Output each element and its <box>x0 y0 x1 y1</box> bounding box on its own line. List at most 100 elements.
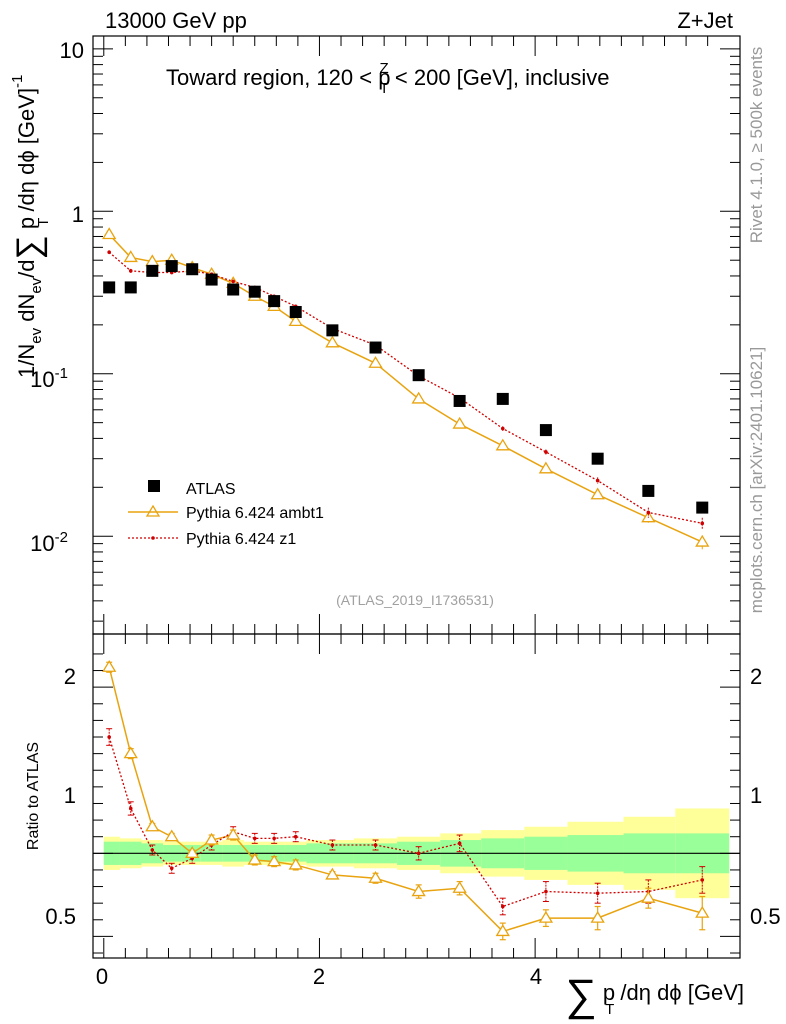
ratio-z1-point <box>293 834 298 839</box>
main-title: Toward region, 120 < pZ T < 200 [GeV], in… <box>166 60 610 97</box>
ratio-ytick-label-right-1: 1 <box>750 783 762 808</box>
ratio-z1-point <box>252 836 257 841</box>
atlas-point <box>412 369 425 382</box>
xtick-label-2: 2 <box>313 964 325 989</box>
ratio-z1-point <box>169 866 174 871</box>
ratio-ytick-label-right-2: 2 <box>750 664 762 689</box>
legend: ATLAS Pythia 6.424 ambt1 Pythia 6.424 z1 <box>128 480 324 548</box>
ratio-ambt1-point <box>204 832 219 845</box>
ratio-z1-point <box>595 891 600 895</box>
z1-point <box>128 269 133 273</box>
ratio-ambt1-point <box>641 890 656 903</box>
atlas-point <box>289 305 302 318</box>
ytick-label-0.01: 10-2 <box>30 529 68 556</box>
analysis-watermark: (ATLAS_2019_I1736531) <box>336 592 494 608</box>
ratio-z1-point <box>500 904 505 909</box>
atlas-point <box>146 264 159 277</box>
ratio-ticks <box>93 634 740 958</box>
atlas-point <box>227 283 240 296</box>
ratio-z1-point <box>544 889 548 894</box>
atlas-point <box>326 324 339 337</box>
atlas-point <box>696 501 709 514</box>
ratio-ambt1-point <box>185 846 200 858</box>
ambt1-point <box>452 416 467 429</box>
atlas-point <box>205 273 218 286</box>
ratio-ambt1-point <box>452 880 467 893</box>
atlas-point <box>642 484 655 497</box>
legend-label-atlas: ATLAS <box>186 481 236 498</box>
z1-point <box>231 279 235 284</box>
ratio-z1-point <box>128 806 133 811</box>
z1-point <box>646 510 651 515</box>
ytick-label-1: 1 <box>72 202 84 227</box>
legend-label-z1: Pythia 6.424 z1 <box>186 531 296 548</box>
ratio-z1-point <box>457 841 462 846</box>
z1-point <box>500 426 505 431</box>
ratio-ambt1-point <box>325 867 340 880</box>
ambt1-point <box>123 250 138 263</box>
ratio-ambt1-point <box>695 905 710 918</box>
ratio-ytick-label-right-0.5: 0.5 <box>750 904 781 929</box>
ratio-y-axis-label: Ratio to ATLAS <box>25 742 42 850</box>
legend-marker-ambt1 <box>145 504 161 517</box>
z1-point <box>107 250 111 255</box>
main-y-axis-label: 1/Nev dNev/d∑ pT /dη dϕ [GeV]-1 <box>9 75 52 378</box>
z1-point <box>595 478 600 483</box>
ratio-panel: 2 1 0.5 2 1 0.5 0 2 4 Ratio to ATLAS ∑ p… <box>25 633 781 1020</box>
ratio-ambt1-point <box>538 910 554 923</box>
ratio-bands <box>93 808 740 899</box>
atlas-point <box>248 285 261 298</box>
atlas-point <box>186 263 199 276</box>
atlas-point <box>124 281 137 294</box>
atlas-point <box>453 394 466 407</box>
legend-marker-atlas <box>148 480 160 492</box>
z1-point <box>544 450 548 454</box>
ratio-ambt1-point <box>145 819 160 832</box>
ratio-z1-point <box>272 836 276 841</box>
ratio-ytick-label-1: 1 <box>64 783 76 808</box>
main-marks <box>102 227 710 550</box>
ratio-ambt1-point <box>164 829 179 842</box>
ratio-frame <box>92 633 741 959</box>
ytick-label-10: 10 <box>60 38 84 63</box>
legend-label-ambt1: Pythia 6.424 ambt1 <box>186 505 324 522</box>
ratio-ambt1-point <box>411 884 426 897</box>
ambt1-point <box>102 227 117 240</box>
ambt1-point <box>411 391 426 404</box>
atlas-point <box>165 260 178 273</box>
atlas-point <box>539 424 552 437</box>
ratio-z1-point <box>107 735 111 739</box>
ratio-z1-point <box>330 843 335 847</box>
ambt1-point <box>495 438 510 451</box>
ratio-ambt1-point <box>590 910 605 923</box>
ytick-label-0.1: 10-1 <box>30 365 68 392</box>
ratio-ambt1-point <box>102 659 117 672</box>
atlas-point <box>496 392 509 405</box>
mcplots-label: mcplots.cern.ch [arXiv:2401.10621] <box>747 347 766 613</box>
legend-marker-z1 <box>151 536 155 540</box>
xtick-label-0: 0 <box>96 964 108 989</box>
energy-label: 13000 GeV pp <box>105 8 247 33</box>
ratio-ambt1-point <box>226 827 241 840</box>
ratio-marks <box>102 659 710 941</box>
ambt1-point <box>325 335 340 348</box>
rivet-label: Rivet 4.1.0, ≥ 500k events <box>747 47 766 243</box>
atlas-point <box>369 341 382 354</box>
atlas-point <box>268 295 281 308</box>
ambt1-point <box>590 487 605 500</box>
ratio-z1-point <box>373 843 378 847</box>
ratio-ambt1-point <box>495 924 510 937</box>
ratio-ambt1-point <box>123 746 138 759</box>
ratio-ambt1-point <box>288 857 303 870</box>
ratio-z1-point <box>416 851 421 856</box>
z1-point <box>700 521 705 526</box>
ratio-z1-point <box>700 878 705 882</box>
ambt1-point <box>538 461 554 474</box>
process-label: Z+Jet <box>677 8 733 33</box>
ratio-ytick-label-2: 2 <box>64 664 76 689</box>
ratio-ytick-label-0.5: 0.5 <box>45 904 76 929</box>
xtick-label-4: 4 <box>530 964 542 989</box>
ambt1-point <box>695 534 710 547</box>
